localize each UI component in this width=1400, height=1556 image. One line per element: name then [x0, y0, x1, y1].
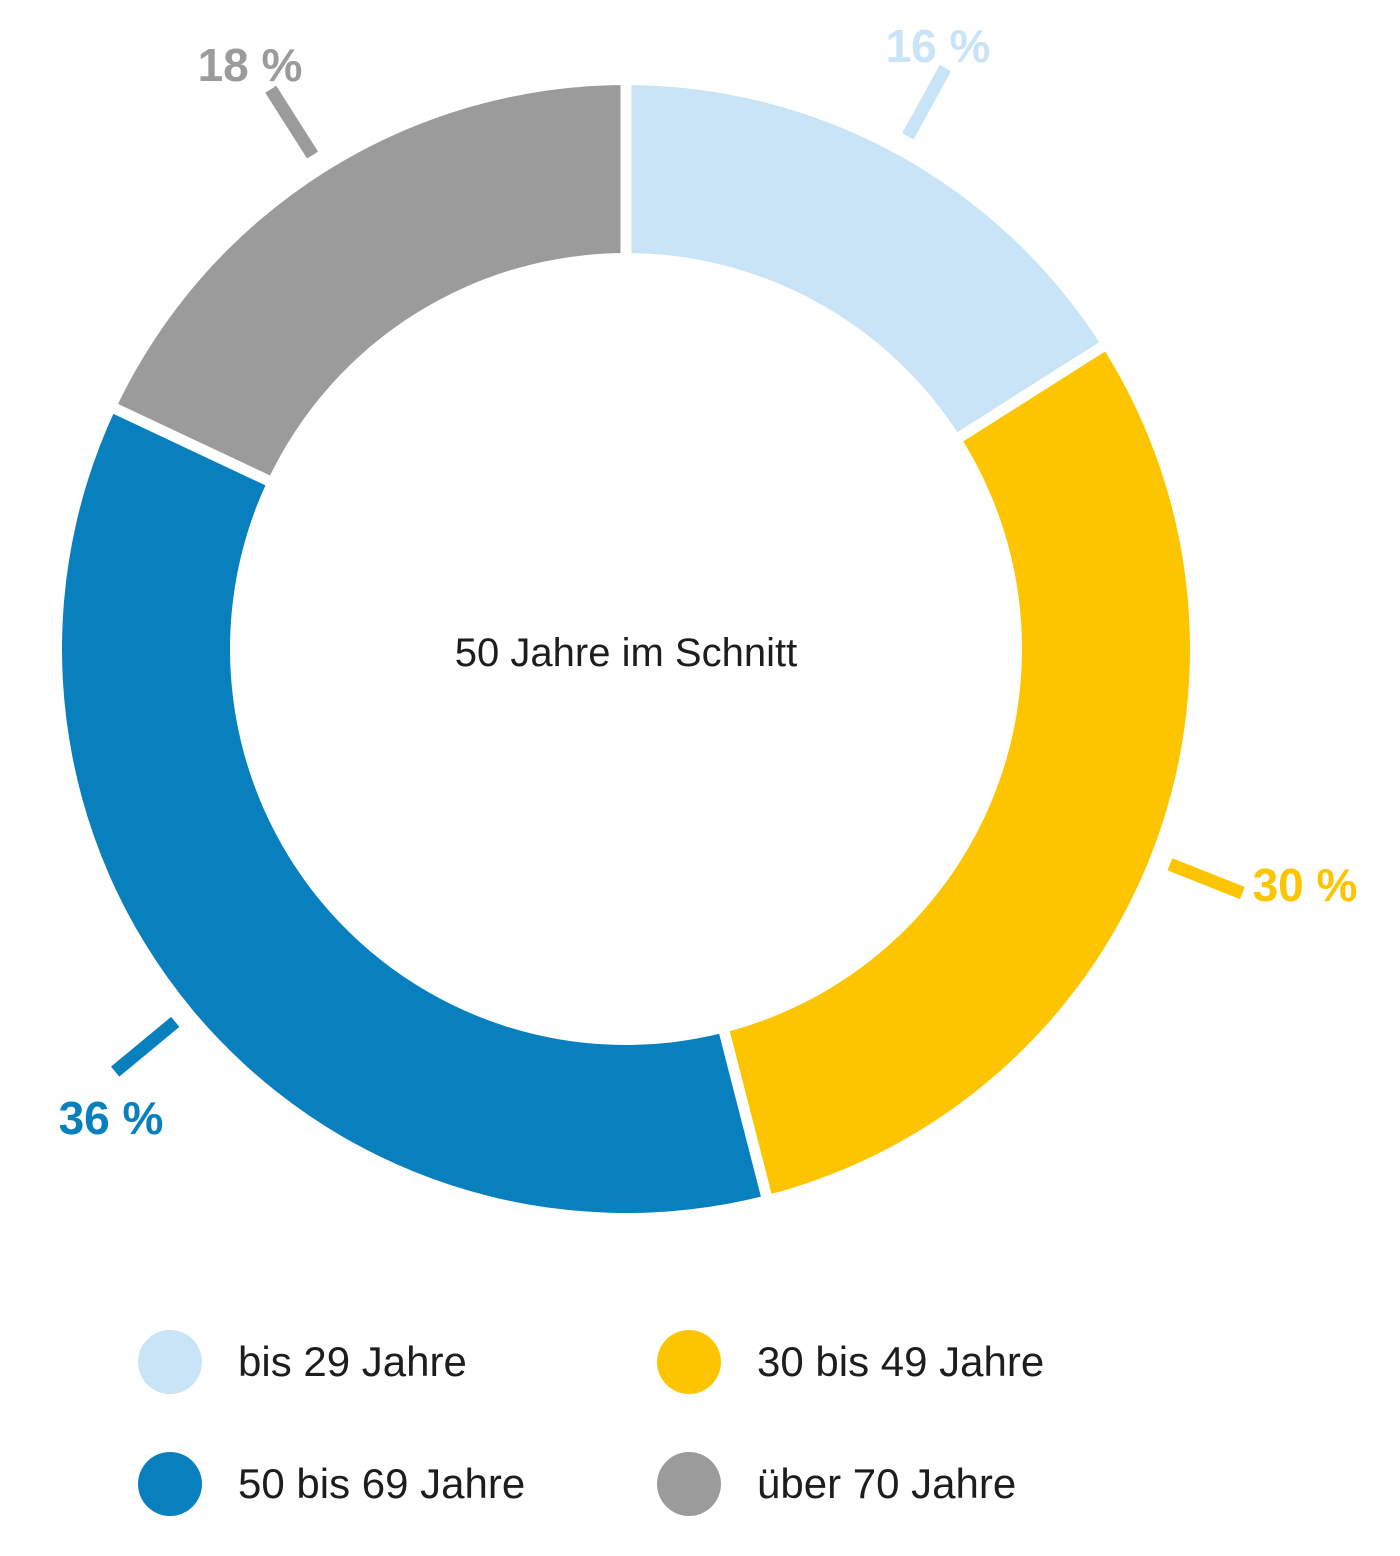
segment-tick-0	[902, 64, 952, 140]
legend-label-bis-29-jahre: bis 29 Jahre	[238, 1338, 467, 1385]
donut-ring	[62, 64, 1245, 1213]
segment-tick-1	[1167, 858, 1245, 900]
segment-tick-2	[111, 1016, 180, 1077]
legend-swatch-bis-29-jahre	[138, 1330, 202, 1394]
pct-label-30-bis-49-jahre: 30 %	[1253, 859, 1358, 911]
legend-item-30-bis-49-jahre: 30 bis 49 Jahre	[657, 1330, 1044, 1394]
donut-segment-2	[62, 408, 767, 1213]
legend-label-30-bis-49-jahre: 30 bis 49 Jahre	[757, 1338, 1045, 1385]
segment-tick-3	[265, 85, 319, 159]
donut-center-label: 50 Jahre im Schnitt	[455, 631, 797, 675]
legend-swatch-30-bis-49-jahre	[657, 1330, 721, 1394]
chart-legend: bis 29 Jahre 30 bis 49 Jahre 50 bis 69 J…	[138, 1330, 1044, 1516]
segment-separator-3	[105, 400, 282, 491]
legend-item-bis-29-jahre: bis 29 Jahre	[138, 1330, 657, 1394]
legend-swatch-ueber-70-jahre	[657, 1452, 721, 1516]
legend-label-ueber-70-jahre: über 70 Jahre	[757, 1460, 1017, 1507]
legend-label-50-bis-69-jahre: 50 bis 69 Jahre	[238, 1460, 526, 1507]
segment-separator-2	[715, 1018, 774, 1206]
legend-swatch-50-bis-69-jahre	[138, 1452, 202, 1516]
pct-label-50-bis-69-jahre: 36 %	[59, 1092, 164, 1144]
legend-item-50-bis-69-jahre: 50 bis 69 Jahre	[138, 1452, 657, 1516]
segment-separator-1	[946, 337, 1113, 449]
legend-item-ueber-70-jahre: über 70 Jahre	[657, 1452, 1044, 1516]
donut-segment-1	[724, 346, 1191, 1196]
pct-label-bis-29-jahre: 16 %	[886, 20, 991, 72]
donut-segment-3	[115, 85, 627, 481]
donut-segment-0	[626, 85, 1103, 437]
pct-label-ueber-70-jahre: 18 %	[198, 39, 303, 91]
